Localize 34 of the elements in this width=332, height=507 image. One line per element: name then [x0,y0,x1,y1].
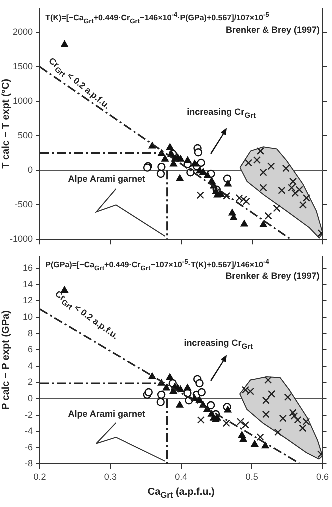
y-tick-label: 8 [28,328,33,338]
y-tick-label: -6 [24,442,33,452]
y-tick-label: -500 [14,200,33,210]
y-tick-label: -8 [24,458,33,469]
y-tick-label: 16 [22,263,33,274]
y-tick-label: 1500 [12,62,33,72]
y-tick-label: 2 [28,377,33,388]
y-tick-label: -4 [24,426,33,436]
y-axis-title: P calc − P expt (GPa) [0,310,12,410]
y-tick-label: 500 [18,130,33,141]
y-tick-label: -2 [24,410,33,420]
annotation: T(K)=[−Ca$_{Grt}$+0.449·Cr$_{Grt}$−146×10$^{-4}$·P(GPa)+0.567]/107×10$^{-5}$ [46,12,270,25]
annotation: Alpe Arami garnet [68,172,146,185]
x-tick-label: 0.2 [34,472,46,482]
y-tick-label: 10 [22,312,33,322]
x-tick-label: 0.4 [175,472,188,482]
annotation: Brenker & Brey (1997) [226,24,320,36]
y-tick-label: 14 [22,279,33,290]
y-tick-label: 0 [28,165,33,176]
y-tick-label: 1000 [12,96,33,106]
y-tick-label: 12 [22,296,33,306]
y-tick-label: 2000 [12,27,33,38]
y-tick-label: 4 [28,360,33,371]
y-axis-title: T calc − T expt (°C) [0,79,12,169]
annotation: Alpe Arami garnet [68,408,146,420]
annotation: increasing Cr$_{Grt}$ [187,106,256,122]
x-tick-label: 0.6 [316,472,329,482]
annotation: increasing Cr$_{Grt}$ [184,337,253,354]
y-tick-label: -1000 [10,234,33,244]
y-tick-label: 0 [28,393,33,404]
x-axis-title: Ca$_{Grt}$ (a.p.f.u.) [146,487,216,500]
y-tick-label: 6 [28,344,33,355]
x-tick-label: 0.5 [246,472,258,482]
x-tick-label: 0.3 [104,472,117,482]
